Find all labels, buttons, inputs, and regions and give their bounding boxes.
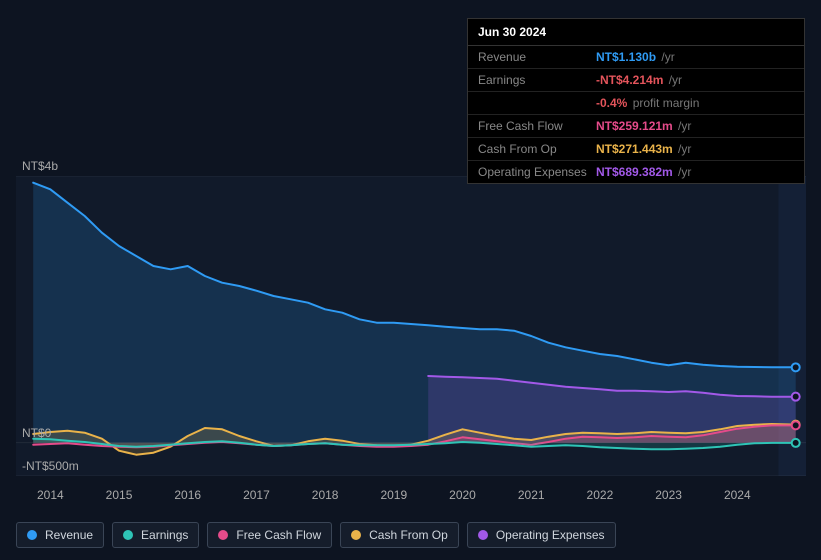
tooltip-row: Cash From OpNT$271.443m /yr	[468, 138, 804, 161]
tooltip-row-label: Operating Expenses	[478, 165, 596, 179]
x-tick-label: 2019	[380, 488, 407, 502]
financials-chart[interactable]: NT$4b NT$0 -NT$500m 2014 2015 2016 2017 2018 20…	[16, 160, 806, 540]
tooltip-row-label: Revenue	[478, 50, 596, 64]
x-tick-label: 2016	[174, 488, 201, 502]
x-tick-label: 2015	[106, 488, 133, 502]
legend-swatch	[478, 530, 488, 540]
tooltip-row: -0.4% profit margin	[468, 92, 804, 115]
tooltip-rows: RevenueNT$1.130b /yrEarnings-NT$4.214m /…	[468, 46, 804, 183]
tooltip-row: Free Cash FlowNT$259.121m /yr	[468, 115, 804, 138]
legend-label: Cash From Op	[369, 528, 448, 542]
x-tick-label: 2020	[449, 488, 476, 502]
x-tick-label: 2022	[587, 488, 614, 502]
legend-swatch	[27, 530, 37, 540]
x-tick-label: 2014	[37, 488, 64, 502]
tooltip-row-label: Cash From Op	[478, 142, 596, 156]
chart-plot	[16, 176, 806, 476]
x-tick-label: 2024	[724, 488, 751, 502]
tooltip-row-label: Free Cash Flow	[478, 119, 596, 133]
tooltip-row-value: -0.4% profit margin	[596, 96, 794, 110]
legend-item[interactable]: Cash From Op	[340, 522, 459, 548]
legend-swatch	[218, 530, 228, 540]
legend-swatch	[123, 530, 133, 540]
legend-item[interactable]: Free Cash Flow	[207, 522, 332, 548]
legend-item[interactable]: Operating Expenses	[467, 522, 616, 548]
x-tick-label: 2021	[518, 488, 545, 502]
y-tick-label: NT$4b	[22, 159, 58, 173]
y-tick-label: -NT$500m	[22, 459, 79, 473]
tooltip-date: Jun 30 2024	[468, 19, 804, 46]
chart-legend: Revenue Earnings Free Cash Flow Cash From O…	[16, 522, 616, 548]
legend-label: Operating Expenses	[496, 528, 605, 542]
x-tick-label: 2018	[312, 488, 339, 502]
tooltip-row-value: NT$689.382m /yr	[596, 165, 794, 179]
legend-label: Free Cash Flow	[236, 528, 321, 542]
tooltip-row-value: NT$259.121m /yr	[596, 119, 794, 133]
tooltip-row-value: NT$1.130b /yr	[596, 50, 794, 64]
legend-item[interactable]: Earnings	[112, 522, 199, 548]
tooltip-row-label: Earnings	[478, 73, 596, 87]
legend-label: Earnings	[141, 528, 188, 542]
y-tick-label: NT$0	[22, 426, 51, 440]
tooltip-row: Earnings-NT$4.214m /yr	[468, 69, 804, 92]
tooltip-row-value: -NT$4.214m /yr	[596, 73, 794, 87]
legend-swatch	[351, 530, 361, 540]
tooltip-row: RevenueNT$1.130b /yr	[468, 46, 804, 69]
tooltip-row: Operating ExpensesNT$689.382m /yr	[468, 161, 804, 183]
x-tick-label: 2023	[655, 488, 682, 502]
x-tick-label: 2017	[243, 488, 270, 502]
chart-tooltip: Jun 30 2024 RevenueNT$1.130b /yrEarnings…	[467, 18, 805, 184]
legend-label: Revenue	[45, 528, 93, 542]
legend-item[interactable]: Revenue	[16, 522, 104, 548]
tooltip-row-value: NT$271.443m /yr	[596, 142, 794, 156]
tooltip-row-label	[478, 96, 596, 110]
